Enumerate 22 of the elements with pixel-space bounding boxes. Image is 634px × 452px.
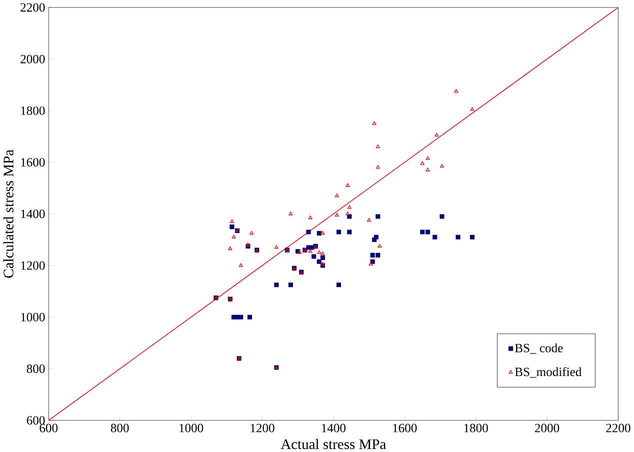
y-axis-title: Calculated stress MPa xyxy=(3,149,14,278)
legend-label: BS_ code xyxy=(515,343,563,354)
y-tick-label: 1400 xyxy=(21,210,45,218)
x-tick-label: 2000 xyxy=(534,424,560,432)
x-tick-label: 1000 xyxy=(180,424,204,432)
y-tick-label: 1600 xyxy=(21,158,45,166)
y-tick-label: 2200 xyxy=(20,3,45,12)
x-tick-label: 1800 xyxy=(464,424,488,432)
y-tick-label: 1200 xyxy=(21,261,45,270)
x-tick-label: 600 xyxy=(40,424,58,432)
y-tick-label: 800 xyxy=(26,364,45,373)
legend-label: BS_modified xyxy=(515,367,582,378)
y-tick-label: 600 xyxy=(26,416,45,424)
x-tick-label: 800 xyxy=(110,424,129,432)
x-tick-label: 1600 xyxy=(393,424,417,432)
x-tick-label: 2200 xyxy=(606,424,630,432)
y-tick-label: 2000 xyxy=(20,54,45,64)
x-tick-label: 1200 xyxy=(250,424,274,432)
y-tick-label: 1800 xyxy=(21,106,45,115)
x-axis-title: Actual stress MPa xyxy=(280,438,386,449)
y-tick-label: 1000 xyxy=(21,312,45,322)
x-tick-label: 1400 xyxy=(322,424,346,432)
